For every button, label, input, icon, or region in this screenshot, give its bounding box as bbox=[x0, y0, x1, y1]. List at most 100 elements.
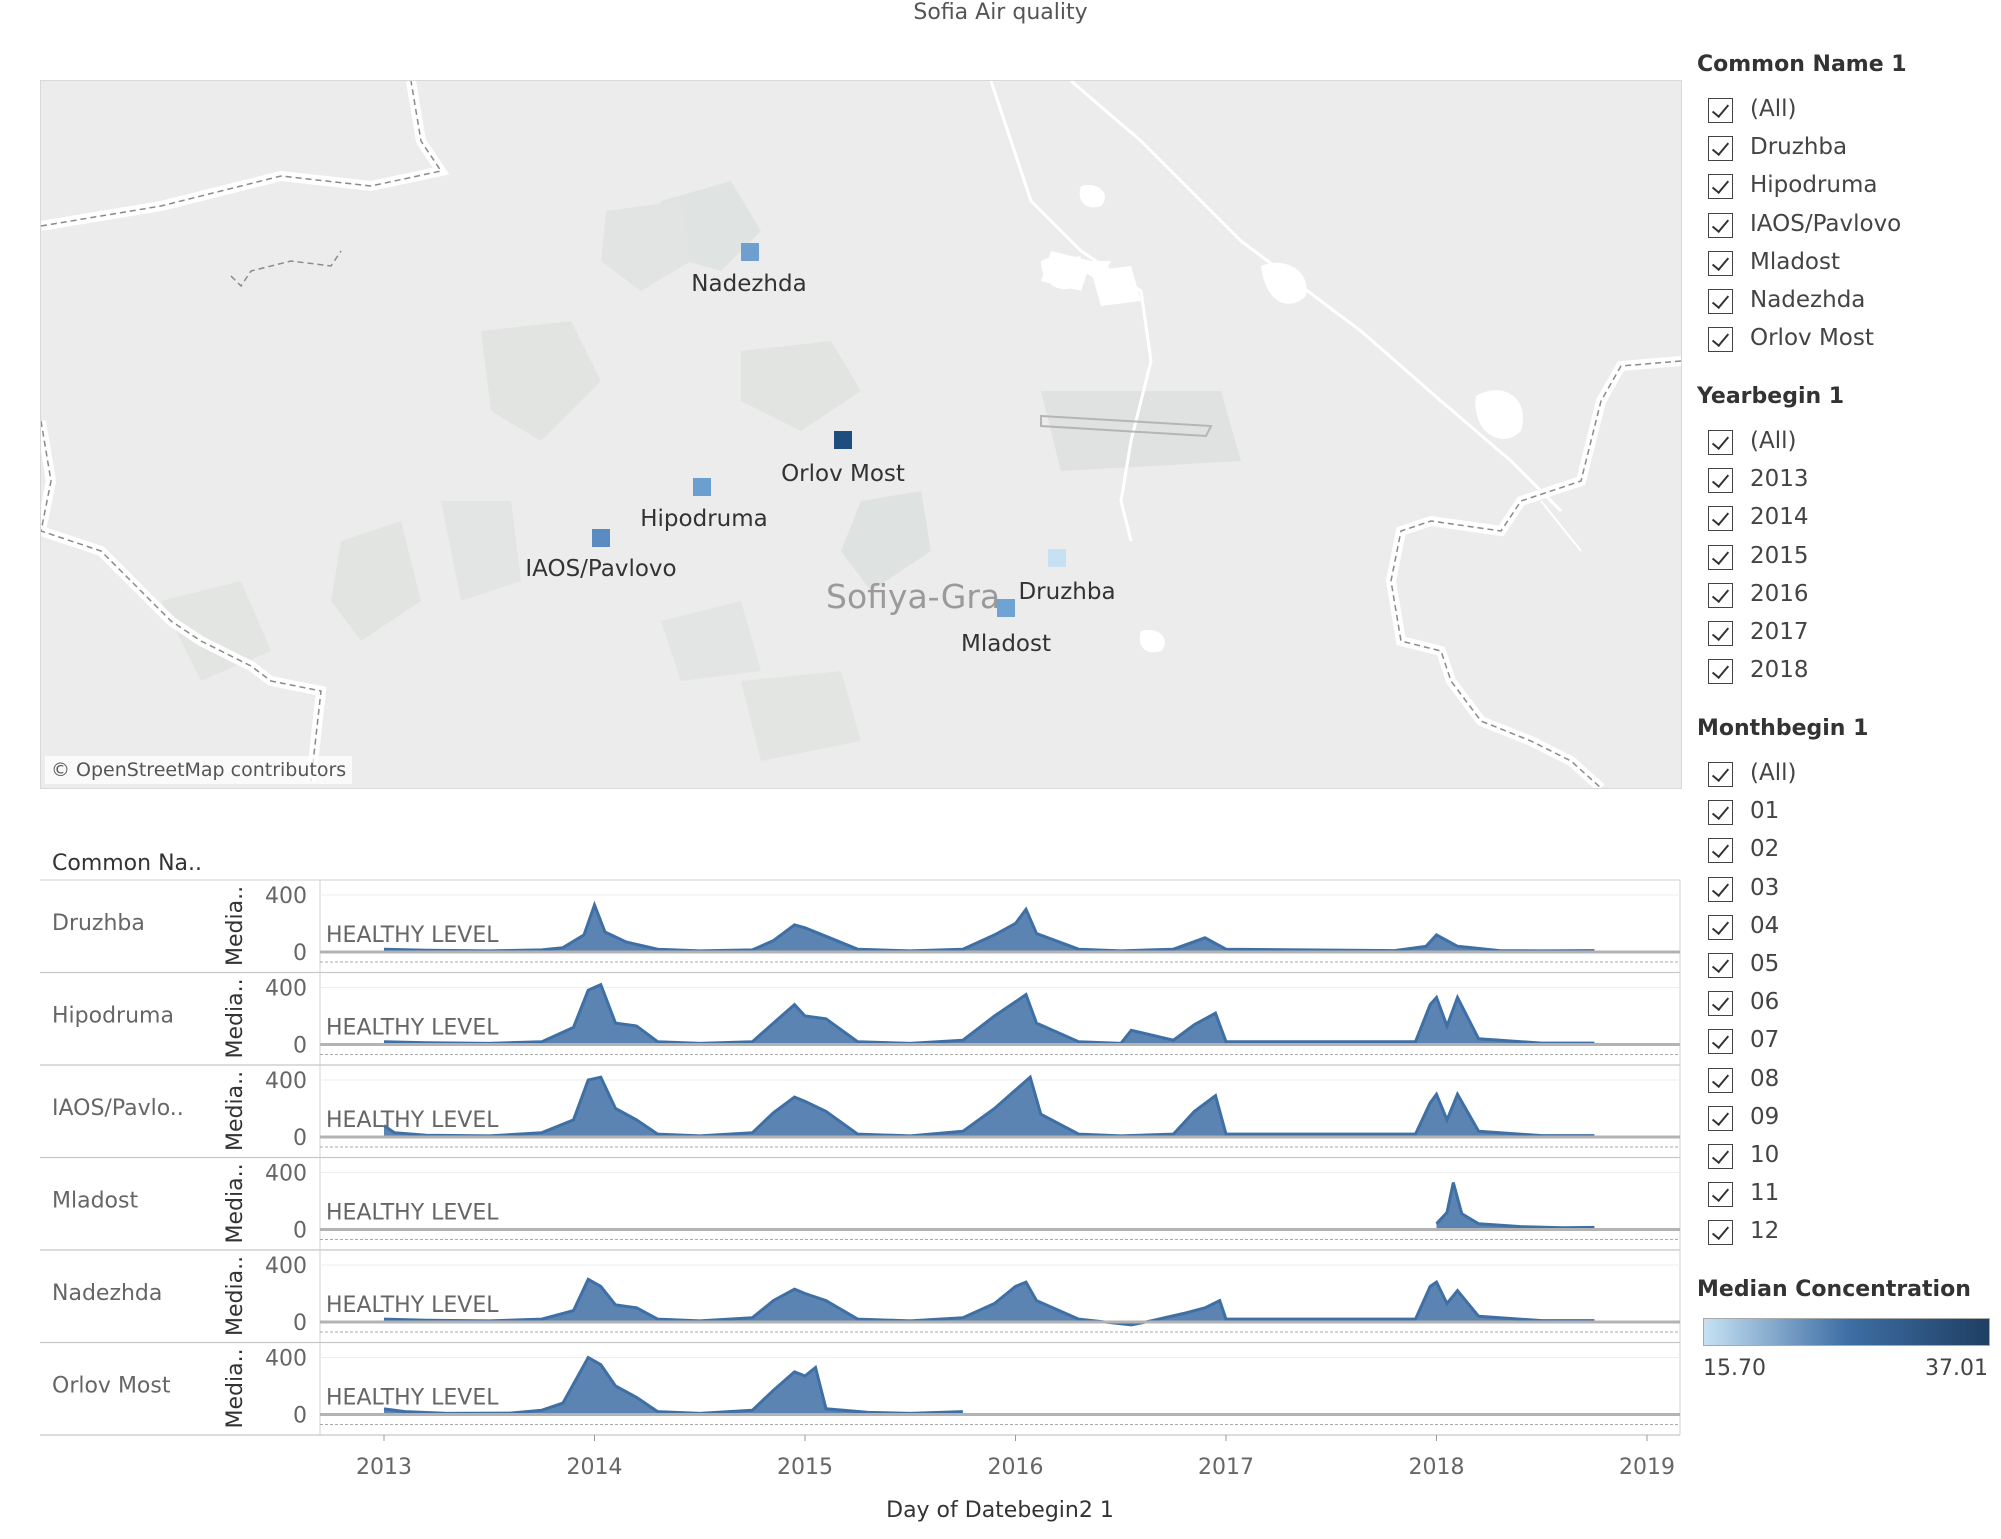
y-tick-label: 400 bbox=[265, 977, 307, 1002]
healthy-level-label: HEALTHY LEVEL bbox=[326, 1386, 499, 1411]
y-tick-label: 0 bbox=[293, 1219, 307, 1244]
checkbox-checked-icon[interactable] bbox=[1708, 468, 1733, 494]
station-marker[interactable] bbox=[693, 478, 711, 496]
filter-option-label: 10 bbox=[1750, 1142, 1780, 1168]
filter-title: Yearbegin 1 bbox=[1697, 384, 1845, 409]
checkbox-checked-icon[interactable] bbox=[1708, 289, 1733, 314]
checkbox-checked-icon[interactable] bbox=[1708, 430, 1733, 455]
series-area bbox=[384, 984, 1595, 1045]
checkbox-checked-icon[interactable] bbox=[1708, 250, 1733, 276]
row-label: Nadezhda bbox=[52, 1281, 162, 1306]
checkbox-checked-icon[interactable] bbox=[1708, 544, 1733, 570]
row-label: Orlov Most bbox=[52, 1374, 171, 1399]
series-area bbox=[384, 1279, 1595, 1325]
y-axis-title: Media.. bbox=[223, 1348, 248, 1428]
healthy-level-label: HEALTHY LEVEL bbox=[326, 1108, 499, 1133]
y-tick-label: 0 bbox=[293, 1034, 307, 1059]
station-label: Mladost bbox=[960, 631, 1052, 657]
station-marker[interactable] bbox=[997, 599, 1015, 617]
checkbox-checked-icon[interactable] bbox=[1708, 1029, 1733, 1055]
filter-option-label: IAOS/Pavlovo bbox=[1750, 210, 1902, 237]
filter-option-label: 2013 bbox=[1750, 466, 1809, 493]
station-label: IAOS/Pavlovo bbox=[525, 556, 677, 582]
checkbox-checked-icon[interactable] bbox=[1708, 1067, 1733, 1093]
filter-option-label: 2015 bbox=[1750, 542, 1809, 569]
series-line bbox=[383, 1355, 963, 1415]
checkbox-checked-icon[interactable] bbox=[1708, 98, 1733, 123]
station-marker[interactable] bbox=[741, 243, 759, 261]
x-tick-label: 2018 bbox=[1409, 1455, 1465, 1480]
y-tick-label: 400 bbox=[265, 884, 307, 909]
checkbox-checked-icon[interactable] bbox=[1708, 800, 1733, 826]
checkbox-checked-icon[interactable] bbox=[1708, 136, 1733, 162]
filter-option-label: 2018 bbox=[1750, 657, 1809, 684]
station-marker[interactable] bbox=[834, 431, 852, 449]
y-tick-label: 400 bbox=[265, 1347, 307, 1372]
filter-title: Common Name 1 bbox=[1697, 52, 1907, 77]
station-marker[interactable] bbox=[1048, 549, 1066, 567]
healthy-level-label: HEALTHY LEVEL bbox=[326, 1293, 499, 1318]
legend-min: 15.70 bbox=[1703, 1356, 1766, 1381]
y-axis-title: Media.. bbox=[223, 1071, 248, 1151]
checkbox-checked-icon[interactable] bbox=[1708, 914, 1733, 940]
filter-option-label: Nadezhda bbox=[1750, 287, 1866, 313]
filter-option-label: Hipodruma bbox=[1750, 172, 1878, 199]
series-area bbox=[384, 905, 1595, 952]
checkbox-checked-icon[interactable] bbox=[1708, 1144, 1733, 1169]
legend-title: Median Concentration bbox=[1697, 1277, 1971, 1302]
y-tick-label: 0 bbox=[293, 1311, 307, 1336]
filter-title: Monthbegin 1 bbox=[1697, 716, 1869, 741]
checkbox-checked-icon[interactable] bbox=[1708, 876, 1733, 902]
filter-option-label: Orlov Most bbox=[1750, 325, 1874, 352]
checkbox-checked-icon[interactable] bbox=[1708, 762, 1733, 787]
filter-option-label: 2016 bbox=[1750, 580, 1809, 607]
map-basemap bbox=[41, 81, 1681, 788]
filter-option-label: 11 bbox=[1750, 1180, 1780, 1207]
filter-option-label: 09 bbox=[1750, 1103, 1780, 1130]
checkbox-checked-icon[interactable] bbox=[1708, 1220, 1733, 1246]
series-line bbox=[383, 1074, 1595, 1138]
map-attribution[interactable]: © OpenStreetMap contributors bbox=[45, 756, 353, 784]
filter-option-label: 12 bbox=[1750, 1218, 1780, 1245]
y-axis-title: Media.. bbox=[223, 886, 248, 966]
y-tick-label: 400 bbox=[265, 1162, 307, 1187]
filter-option-label: (All) bbox=[1750, 428, 1797, 454]
checkbox-checked-icon[interactable] bbox=[1708, 1182, 1733, 1208]
filter-option-label: 2014 bbox=[1750, 504, 1809, 531]
checkbox-checked-icon[interactable] bbox=[1708, 582, 1733, 608]
series-area bbox=[384, 1077, 1595, 1137]
y-axis-title: Media.. bbox=[223, 978, 248, 1058]
checkbox-checked-icon[interactable] bbox=[1708, 506, 1733, 532]
timeseries-chart: Common Na.. Druzhba Media.. 400 0 HEALTHY LEV… bbox=[0, 840, 1690, 1535]
checkbox-checked-icon[interactable] bbox=[1708, 327, 1733, 353]
row-label: Hipodruma bbox=[52, 1004, 174, 1029]
checkbox-checked-icon[interactable] bbox=[1708, 953, 1733, 978]
filter-option-label: 08 bbox=[1750, 1065, 1780, 1092]
y-tick-label: 0 bbox=[293, 1126, 307, 1151]
x-tick-label: 2016 bbox=[988, 1455, 1044, 1480]
station-marker[interactable] bbox=[592, 529, 610, 547]
color-legend-bar[interactable] bbox=[1703, 1318, 1990, 1346]
checkbox-checked-icon[interactable] bbox=[1708, 174, 1733, 200]
dashboard-title: Sofia Air quality bbox=[913, 0, 1088, 25]
filter-option-label: 01 bbox=[1750, 798, 1780, 825]
filter-option-label: 03 bbox=[1750, 874, 1780, 901]
station-label: Druzhba bbox=[1018, 579, 1116, 605]
checkbox-checked-icon[interactable] bbox=[1708, 1105, 1733, 1131]
station-label: Orlov Most bbox=[781, 461, 905, 487]
station-map[interactable]: Sofiya-Gra Nadezhda Orlov Most Hipodruma IA… bbox=[40, 80, 1682, 789]
filter-option-label: (All) bbox=[1750, 760, 1797, 786]
y-axis-title: Media.. bbox=[223, 1256, 248, 1336]
checkbox-checked-icon[interactable] bbox=[1708, 838, 1733, 864]
filter-option-label: 05 bbox=[1750, 951, 1780, 977]
filter-option-label: Druzhba bbox=[1750, 134, 1848, 161]
city-label: Sofiya-Gra bbox=[826, 577, 1001, 616]
x-tick-label: 2013 bbox=[356, 1455, 412, 1480]
checkbox-checked-icon[interactable] bbox=[1708, 991, 1733, 1017]
checkbox-checked-icon[interactable] bbox=[1708, 659, 1733, 685]
checkbox-checked-icon[interactable] bbox=[1708, 212, 1733, 238]
x-tick-label: 2014 bbox=[567, 1455, 623, 1480]
checkbox-checked-icon[interactable] bbox=[1708, 621, 1733, 646]
x-axis-title: Day of Datebegin2 1 bbox=[886, 1498, 1114, 1523]
series-line bbox=[383, 1277, 1595, 1327]
